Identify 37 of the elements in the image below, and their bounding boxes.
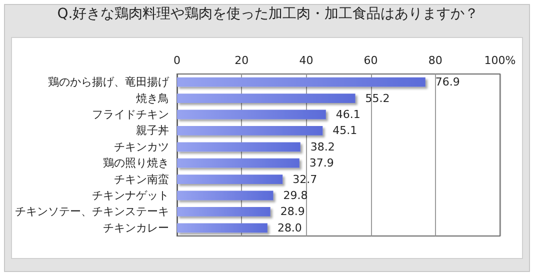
y-tick-label: 鶏のから揚げ、竜田揚げ xyxy=(48,76,170,89)
data-label: 28.0 xyxy=(277,221,302,234)
x-tick-label: 100% xyxy=(484,54,516,67)
y-tick-label: 親子丼 xyxy=(136,124,169,138)
bar xyxy=(177,190,274,200)
x-tick-label: 20 xyxy=(234,54,249,67)
data-label: 28.9 xyxy=(280,205,305,218)
data-label: 76.9 xyxy=(435,76,460,89)
y-tick-label: チキンカツ xyxy=(114,140,169,154)
y-tick-label: 焼き鳥 xyxy=(136,92,169,105)
y-tick-label: チキンカレー xyxy=(103,221,169,234)
bar xyxy=(177,158,300,168)
data-label: 55.2 xyxy=(365,92,390,105)
bar xyxy=(177,207,270,216)
data-label: 38.2 xyxy=(310,140,335,154)
x-tick-label: 80 xyxy=(428,54,442,67)
data-label: 37.9 xyxy=(309,156,334,170)
data-label: 46.1 xyxy=(336,108,360,121)
bar xyxy=(177,94,356,103)
bar xyxy=(177,110,326,120)
data-label: 32.7 xyxy=(292,172,318,186)
bar xyxy=(177,126,323,136)
y-tick-label: チキン南蛮 xyxy=(114,172,169,186)
data-label: 29.8 xyxy=(283,189,308,202)
bar xyxy=(177,142,300,152)
chart-title: Q.好きな鶏肉料理や鶏肉を使った加工肉・加工食品はありますか？ xyxy=(56,5,480,24)
bar xyxy=(177,174,283,184)
x-tick-label: 60 xyxy=(364,54,378,67)
y-tick-label: チキンナゲット xyxy=(92,189,169,202)
y-tick-label: 鶏の照り焼き xyxy=(103,156,169,170)
bar xyxy=(177,77,426,87)
y-tick-label: フライドチキン xyxy=(92,108,169,121)
y-tick-label: チキンソテー、チキンステーキ xyxy=(15,205,169,218)
data-label: 45.1 xyxy=(332,124,358,138)
x-tick-label: 0 xyxy=(174,54,180,67)
x-tick-label: 40 xyxy=(299,54,314,67)
bar xyxy=(177,223,268,233)
